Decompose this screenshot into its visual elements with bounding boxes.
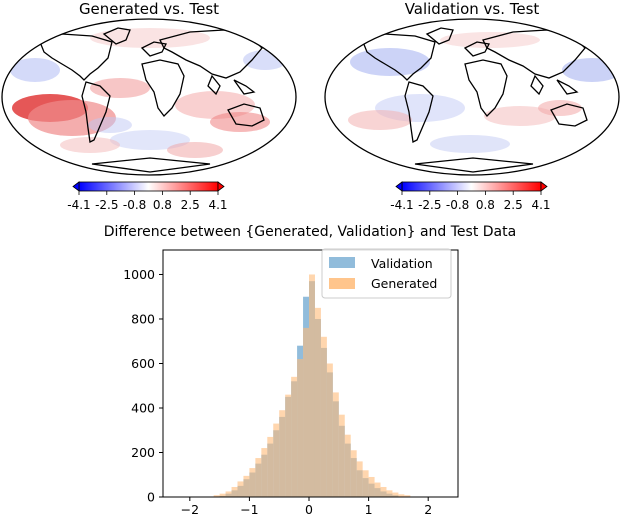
histogram-bar-generated — [338, 414, 345, 497]
histogram-bar-generated — [267, 436, 274, 497]
histogram-bar-generated — [392, 492, 399, 497]
y-tick-label: 200 — [131, 445, 155, 460]
histogram-bar-generated — [362, 470, 369, 497]
map-title: Validation vs. Test — [405, 0, 540, 18]
x-tick-label: −2 — [181, 502, 199, 517]
histogram-bar-generated — [225, 491, 232, 497]
colorbar-tick-label: -2.5 — [95, 198, 118, 212]
colorbar-tick-label: 2.5 — [181, 198, 200, 212]
legend: Validation Generated — [321, 248, 452, 299]
legend-label-generated: Generated — [371, 276, 437, 291]
histogram-bar-generated — [404, 495, 411, 497]
histogram-bar-generated — [285, 394, 292, 497]
colorbar: -4.1 -2.5 -0.8 0.8 2.5 4.1 — [67, 181, 228, 212]
histogram-bar-generated — [261, 448, 268, 497]
histogram-bar-generated — [273, 423, 280, 497]
colorbar-tick-label: 2.5 — [504, 198, 523, 212]
world-map — [325, 19, 619, 175]
histogram-bar-generated — [249, 468, 256, 497]
histogram-chart: Difference between {Generated, Validatio… — [104, 224, 516, 517]
histogram-bar-generated — [297, 359, 304, 497]
histogram-bar-generated — [303, 327, 310, 497]
map-title: Generated vs. Test — [79, 0, 219, 18]
colorbar-tick-label: -0.8 — [446, 198, 469, 212]
histogram-bar-generated — [386, 490, 393, 497]
colorbar-tick-label: -4.1 — [390, 198, 413, 212]
histogram-bar-generated — [368, 476, 375, 497]
colorbar-tick-label: -4.1 — [67, 198, 90, 212]
histogram-bar-generated — [344, 434, 351, 497]
histogram-bar-generated — [398, 494, 405, 497]
histogram-bar-generated — [231, 486, 238, 497]
legend-swatch-validation — [329, 257, 355, 268]
axes: −2 −1 0 1 2 0 200 400 600 800 1000 — [123, 249, 459, 517]
histogram-bar-generated — [326, 363, 333, 497]
legend-label-validation: Validation — [371, 256, 433, 271]
chart-title: Difference between {Generated, Validatio… — [104, 224, 516, 240]
colorbar-tick-label: 4.1 — [208, 198, 227, 212]
map-panel-validation: Validation vs. Test — [324, 0, 620, 212]
histogram-bar-generated — [350, 450, 357, 497]
histogram-bar-generated — [380, 486, 387, 497]
x-tick-label: 0 — [305, 502, 313, 517]
colorbar-tick-label: 0.8 — [153, 198, 172, 212]
map-panel-generated: Generated vs. Test — [1, 0, 297, 212]
x-tick-label: 2 — [424, 502, 432, 517]
y-tick-label: 1000 — [123, 267, 155, 282]
y-tick-label: 600 — [131, 356, 155, 371]
colorbar-tick-label: -2.5 — [418, 198, 441, 212]
histogram-bar-generated — [213, 495, 220, 497]
x-tick-label: 1 — [365, 502, 373, 517]
histogram-bar-generated — [219, 493, 226, 497]
histogram-bar-generated — [279, 410, 286, 497]
colorbar-tick-label: 4.1 — [531, 198, 550, 212]
colorbar-tick-label: -0.8 — [123, 198, 146, 212]
colorbar: -4.1 -2.5 -0.8 0.8 2.5 4.1 — [390, 181, 551, 212]
histogram-bar-generated — [243, 475, 250, 497]
legend-swatch-generated — [329, 278, 355, 289]
colorbar-tick-label: 0.8 — [476, 198, 495, 212]
histogram-bar-generated — [237, 481, 244, 497]
histogram-bar-generated — [356, 461, 363, 497]
histogram-bar-generated — [320, 336, 327, 497]
histogram-bar-generated — [309, 274, 315, 497]
histogram-bar-generated — [255, 458, 262, 497]
histogram-bar-generated — [332, 392, 339, 497]
x-tick-label: −1 — [240, 502, 258, 517]
y-tick-label: 400 — [131, 400, 155, 415]
y-tick-label: 800 — [131, 311, 155, 326]
y-tick-label: 0 — [147, 490, 155, 505]
histogram-bar-generated — [374, 482, 381, 497]
histogram-bar-generated — [291, 376, 298, 497]
plot-frame — [162, 249, 459, 498]
histogram-bar-generated — [314, 307, 321, 497]
